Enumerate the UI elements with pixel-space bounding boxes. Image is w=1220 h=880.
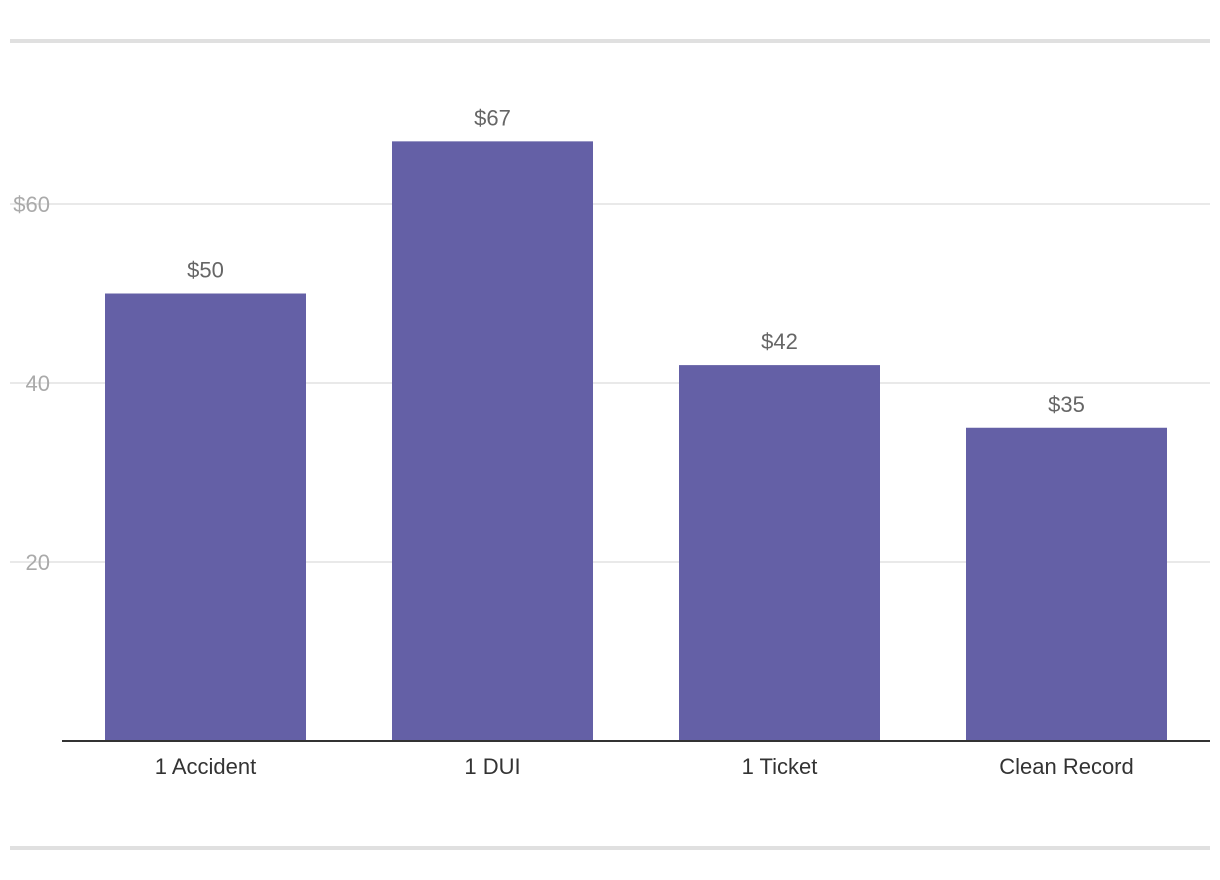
top-divider <box>10 39 1210 43</box>
data-label: $42 <box>761 329 798 354</box>
bars <box>105 141 1167 742</box>
x-tick-label: 1 DUI <box>464 754 520 779</box>
data-label: $50 <box>187 258 224 283</box>
x-tick-label: 1 Accident <box>155 754 257 779</box>
y-axis-ticks: 20 40 $60 <box>13 192 50 575</box>
bottom-divider <box>10 846 1210 850</box>
x-axis-ticks: 1 Accident 1 DUI 1 Ticket Clean Record <box>155 754 1134 779</box>
x-tick-label: Clean Record <box>999 754 1134 779</box>
y-tick-label: $60 <box>13 192 50 217</box>
y-tick-label: 40 <box>26 371 50 396</box>
bar <box>966 427 1167 741</box>
data-labels: $50 $67 $42 $35 <box>187 105 1085 416</box>
bar <box>392 141 593 742</box>
x-tick-label: 1 Ticket <box>742 754 818 779</box>
data-label: $35 <box>1048 392 1085 417</box>
bar <box>679 365 880 741</box>
data-label: $67 <box>474 105 511 130</box>
y-tick-label: 20 <box>26 550 50 575</box>
bar <box>105 293 306 741</box>
